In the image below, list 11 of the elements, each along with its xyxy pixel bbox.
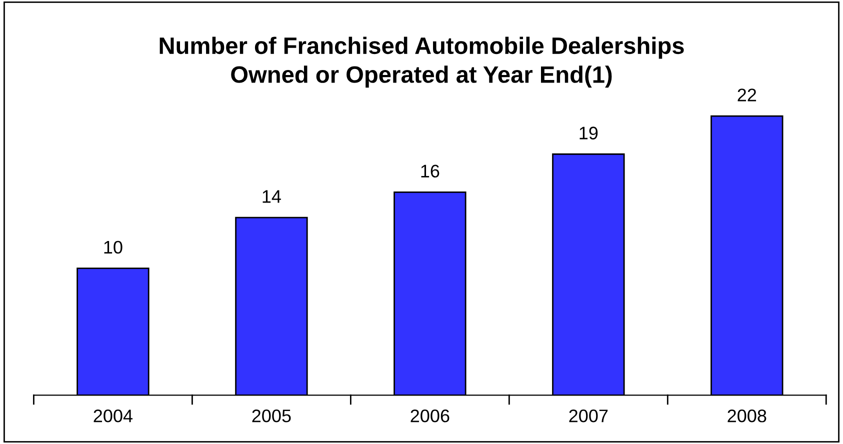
x-tick-label: 2004 <box>94 410 133 422</box>
data-label: 16 <box>421 164 440 178</box>
x-tick-label: 2006 <box>410 410 450 422</box>
x-tick-label: 2005 <box>252 410 291 422</box>
data-label: 22 <box>738 88 756 102</box>
data-label: 19 <box>580 126 598 140</box>
x-tick-label: 2008 <box>728 410 766 422</box>
data-label: 14 <box>262 190 281 203</box>
chart-title: Number of Franchised Automobile Dealerships Owned or Operated at Year End(1) <box>160 36 684 88</box>
data-label: 10 <box>104 240 122 254</box>
x-tick-label: 2007 <box>569 410 608 422</box>
